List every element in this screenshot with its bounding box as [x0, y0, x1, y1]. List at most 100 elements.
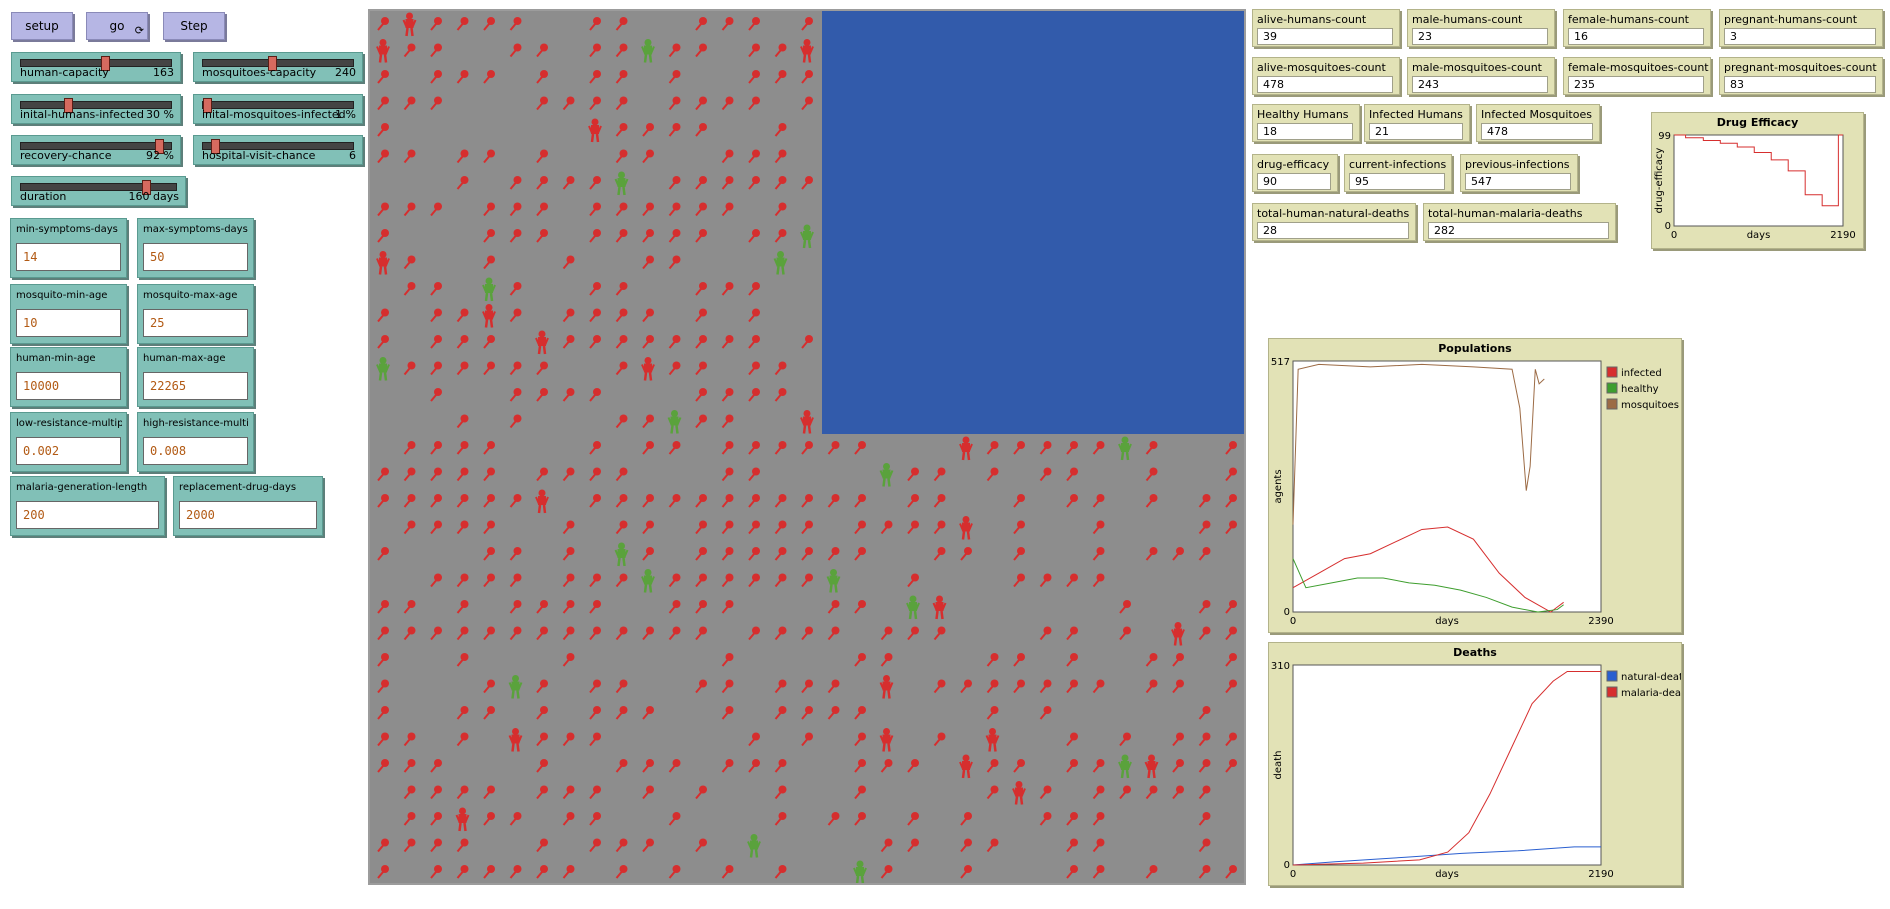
input-field[interactable]: 10	[16, 309, 121, 337]
mosquito-agent	[509, 43, 522, 58]
slider-knob[interactable]	[203, 98, 213, 113]
mosquito-agent	[642, 785, 654, 800]
mosquito-agent	[1198, 812, 1211, 826]
input-label: mosquito-max-age	[143, 290, 238, 301]
input-5: human-max-age 22265	[137, 347, 254, 407]
step-button[interactable]: Step	[163, 12, 225, 40]
input-field[interactable]: 14	[16, 243, 121, 271]
mosquito-agent	[509, 202, 522, 217]
input-field[interactable]: 25	[143, 309, 248, 337]
mosquito-agent	[430, 441, 442, 455]
input-field[interactable]: 10000	[16, 372, 121, 400]
input-field[interactable]: 0.008	[143, 437, 248, 465]
mosquito-agent	[1066, 732, 1078, 747]
mosquito-agent	[986, 653, 999, 667]
input-label: high-resistance-multi...	[143, 418, 249, 429]
mosquito-agent	[854, 547, 866, 561]
slider-track[interactable]	[20, 183, 177, 191]
mosquito-agent	[562, 573, 575, 588]
mosquito-agent	[562, 626, 575, 641]
mosquito-agent	[1198, 547, 1211, 561]
slider-4[interactable]: recovery-chance 92 %	[11, 135, 181, 165]
mosquito-agent	[986, 679, 999, 694]
monitor-label: female-humans-count	[1568, 13, 1689, 26]
mosquito-agent	[1013, 679, 1025, 694]
input-field[interactable]: 0.002	[16, 437, 121, 465]
mosquito-agent	[589, 308, 601, 323]
mosquito-agent	[430, 96, 442, 111]
input-8: malaria-generation-length 200	[10, 476, 165, 536]
x-tick-max: 2390	[1588, 616, 1613, 627]
slider-2[interactable]: inital-humans-infected 30 %	[11, 94, 181, 124]
mosquito-agent	[721, 759, 734, 773]
slider-knob[interactable]	[210, 139, 220, 154]
go-button[interactable]: go ⟳	[86, 12, 148, 40]
slider-track[interactable]	[20, 59, 172, 67]
slider-track[interactable]	[202, 142, 354, 150]
slider-track[interactable]	[20, 101, 172, 109]
slider-track[interactable]	[202, 101, 354, 109]
mosquito-agent	[695, 335, 707, 349]
input-field[interactable]: 2000	[179, 501, 317, 529]
mosquito-agent	[430, 467, 442, 482]
mosquito-agent	[1198, 865, 1211, 879]
mosquito-agent	[403, 43, 416, 58]
series-line-0	[1674, 134, 1843, 207]
mosquito-agent	[509, 865, 522, 879]
mosquito-agent	[430, 785, 442, 800]
monitor-6: female-mosquitoes-count 235	[1563, 57, 1711, 95]
mosquito-agent	[456, 414, 469, 429]
mosquito-agent	[377, 494, 389, 508]
slider-3[interactable]: inital-mosquitoes-infected 1 %	[193, 94, 363, 124]
monitor-15: total-human-malaria-deaths 282	[1423, 203, 1616, 241]
setup-button[interactable]: setup	[11, 12, 73, 40]
mosquito-agent	[615, 520, 628, 535]
mosquito-agent	[1039, 785, 1052, 800]
input-field[interactable]: 50	[143, 243, 248, 271]
mosquito-agent	[695, 17, 707, 31]
mosquito-agent	[774, 388, 787, 402]
slider-knob[interactable]	[141, 180, 151, 195]
mosquito-agent	[907, 812, 919, 826]
series-line-mosquitoes	[1292, 363, 1545, 525]
mosquito-agent	[1066, 467, 1078, 482]
world-view[interactable]	[368, 9, 1246, 885]
mosquito-agent	[1092, 441, 1105, 455]
slider-1[interactable]: mosquitoes-capacity 240	[193, 52, 363, 82]
mosquito-agent	[854, 785, 866, 800]
mosquito-agent	[377, 17, 389, 31]
mosquito-agent	[668, 600, 681, 614]
slider-5[interactable]: hospital-visit-chance 6	[193, 135, 363, 165]
mosquito-agent	[483, 467, 495, 482]
mosquito-agent	[986, 759, 999, 773]
mosquito-agent	[377, 149, 389, 164]
mosquito-agent	[456, 653, 469, 667]
mosquito-agent	[721, 520, 734, 535]
healthy-human-agent	[879, 463, 894, 487]
slider-knob[interactable]	[155, 139, 165, 154]
series-line-healthy	[1292, 558, 1564, 613]
mosquito-agent	[509, 573, 522, 588]
slider-knob[interactable]	[268, 56, 278, 71]
mosquito-agent	[1145, 679, 1158, 694]
mosquito-agent	[377, 653, 389, 667]
mosquito-agent	[933, 547, 946, 561]
mosquito-agent	[562, 176, 575, 190]
slider-knob[interactable]	[64, 98, 74, 113]
mosquito-agent	[615, 229, 628, 243]
slider-track[interactable]	[202, 59, 354, 67]
slider-0[interactable]: human-capacity 163	[11, 52, 181, 82]
mosquito-agent	[483, 865, 495, 879]
input-field[interactable]: 200	[16, 501, 159, 529]
mosquito-agent	[615, 361, 628, 376]
mosquito-agent	[1066, 626, 1078, 641]
slider-knob[interactable]	[100, 56, 110, 71]
mosquito-agent	[695, 520, 707, 535]
mosquito-agent	[536, 388, 548, 402]
mosquito-agent	[615, 865, 628, 879]
slider-6[interactable]: duration 160 days	[11, 176, 186, 206]
mosquito-agent	[536, 600, 548, 614]
mosquito-agent	[695, 229, 707, 243]
input-field[interactable]: 22265	[143, 372, 248, 400]
slider-track[interactable]	[20, 142, 172, 150]
